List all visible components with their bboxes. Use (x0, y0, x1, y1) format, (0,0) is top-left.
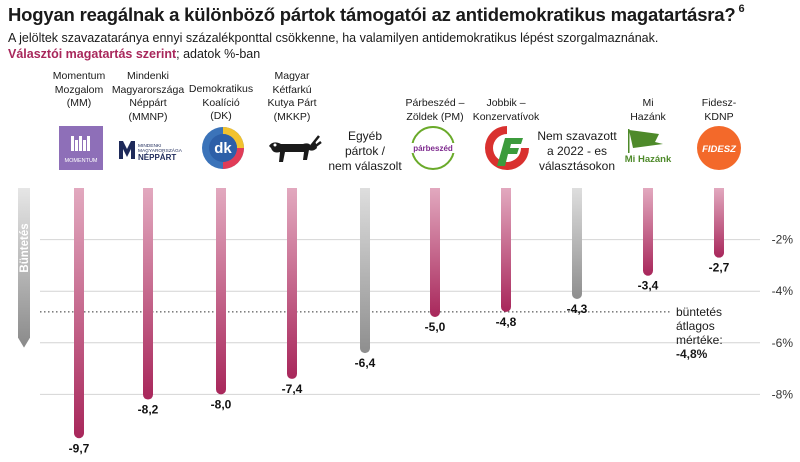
average-note-value: -4,8% (676, 347, 708, 361)
svg-text:NÉPPÁRT: NÉPPÁRT (138, 153, 176, 162)
mkkp-logo (263, 132, 323, 168)
axis-arrow (18, 188, 30, 348)
category-label: Demokratikus Koalíció (DK) (188, 83, 254, 122)
y-tick-label: -4% (772, 284, 794, 298)
category-label: Magyar Kétfarkú Kutya Párt (MKKP) (267, 70, 317, 123)
chart-subtitle-2: Választói magatartás szerint; adatok %-b… (8, 47, 260, 61)
svg-text:Mi Hazánk: Mi Hazánk (625, 154, 672, 165)
chart-subtitle: A jelöltek szavazataránya ennyi százalék… (8, 31, 659, 45)
bar (216, 188, 226, 395)
bar-value-label: -8,2 (138, 403, 159, 417)
subtitle-accent: Választói magatartás szerint (8, 47, 177, 61)
mihazank-logo: Mi Hazánk (619, 126, 677, 170)
axis-label: Büntetés (19, 223, 31, 272)
jobbik-logo (483, 124, 531, 172)
bar (714, 188, 724, 258)
category-label: Mi Hazánk (630, 97, 666, 123)
momentum-logo: MOMENTUM (59, 126, 103, 170)
svg-text:MINDENKI: MINDENKI (138, 143, 161, 149)
bar-value-label: -3,4 (638, 279, 659, 293)
bar (287, 188, 297, 379)
bar (501, 188, 511, 312)
bar-value-label: -4,3 (567, 302, 588, 316)
y-tick-label: -2% (772, 233, 794, 247)
subtitle-rest: ; adatok %-ban (176, 47, 261, 61)
dk-logo: dk (201, 126, 245, 170)
bar (572, 188, 582, 299)
bar (360, 188, 370, 354)
bar-value-label: -8,0 (211, 397, 232, 411)
bar (430, 188, 440, 317)
category-label: Nem szavazott a 2022 - es választásokon (537, 129, 617, 173)
y-tick-label: -6% (772, 336, 794, 350)
title-footnote: 6 (738, 2, 745, 15)
category-label: Párbeszéd – Zöldek (PM) (405, 97, 465, 123)
svg-text:dk: dk (214, 140, 232, 157)
category-label: Fidesz- KDNP (701, 97, 737, 123)
bar (143, 188, 153, 400)
bar-value-label: -6,4 (355, 356, 376, 370)
svg-text:MAGYARORSZÁGA: MAGYARORSZÁGA (138, 147, 183, 154)
category-label: Mindenki Magyarországa Néppárt (MMNP) (111, 70, 185, 123)
bar-value-label: -2,7 (709, 261, 730, 275)
bar (74, 188, 84, 439)
svg-text:párbeszéd: párbeszéd (413, 144, 453, 153)
fidesz-logo: FIDESZ (697, 126, 741, 170)
svg-text:MOMENTUM: MOMENTUM (65, 158, 98, 164)
bar-value-label: -9,7 (69, 441, 90, 455)
mmnp-logo: MINDENKI MAGYARORSZÁGA NÉPPÁRT (117, 129, 189, 167)
average-note: büntetés átlagos mértéke: -4,8% (676, 305, 723, 361)
bar (643, 188, 653, 276)
category-label: Egyéb pártok / nem válaszolt (328, 129, 402, 173)
svg-text:FIDESZ: FIDESZ (702, 144, 737, 155)
category-label: Momentum Mozgalom (MM) (52, 70, 106, 109)
y-tick-label: -8% (772, 387, 794, 401)
chart-title: Hogyan reagálnak a különböző pártok támo… (8, 2, 745, 25)
pm-logo: párbeszéd (411, 126, 455, 170)
average-note-text: büntetés átlagos mértéke: (676, 305, 723, 347)
bar-value-label: -7,4 (282, 382, 303, 396)
bar-value-label: -5,0 (425, 320, 446, 334)
bar-value-label: -4,8 (496, 315, 517, 329)
category-label: Jobbik – Konzervatívok (472, 97, 540, 123)
